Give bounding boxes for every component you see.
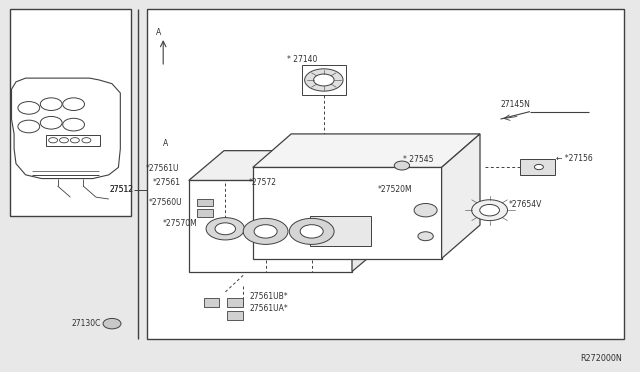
Circle shape (63, 98, 84, 110)
Circle shape (60, 138, 68, 143)
Text: *27520M: *27520M (378, 185, 412, 194)
Text: * 27140: * 27140 (287, 55, 317, 64)
Circle shape (18, 120, 40, 133)
Circle shape (40, 116, 62, 129)
Text: 27512: 27512 (109, 185, 133, 194)
Bar (189, 180, 352, 272)
Circle shape (70, 138, 79, 143)
Circle shape (394, 161, 410, 170)
Text: ← *27156: ← *27156 (556, 154, 592, 163)
Bar (197, 199, 213, 206)
Text: A: A (163, 139, 168, 148)
Circle shape (63, 118, 84, 131)
Text: R272000N: R272000N (580, 354, 622, 363)
Text: 27561UA*: 27561UA* (250, 304, 289, 313)
Circle shape (103, 318, 121, 329)
Circle shape (243, 218, 288, 244)
Circle shape (314, 74, 334, 86)
Circle shape (472, 200, 508, 221)
Polygon shape (442, 134, 480, 259)
Bar (310, 216, 371, 246)
Text: *27560U: *27560U (148, 198, 182, 207)
Circle shape (215, 223, 236, 235)
Text: 27130C: 27130C (72, 319, 101, 328)
Text: *27570M: *27570M (163, 219, 197, 228)
Text: *27561: *27561 (152, 178, 180, 187)
Circle shape (534, 164, 543, 170)
Text: *27561U: *27561U (146, 164, 179, 173)
Text: * 27545: * 27545 (403, 155, 434, 164)
Circle shape (480, 205, 499, 216)
Polygon shape (352, 151, 387, 272)
Text: A: A (156, 28, 161, 37)
Circle shape (206, 218, 244, 240)
Text: 27512: 27512 (109, 185, 133, 194)
Bar (10, 9, 131, 216)
Text: *27654V: *27654V (509, 200, 542, 209)
Circle shape (18, 102, 40, 114)
Bar (147, 9, 624, 339)
Circle shape (40, 98, 62, 110)
Circle shape (414, 203, 437, 217)
Circle shape (82, 138, 91, 143)
Text: 27561UB*: 27561UB* (250, 292, 288, 301)
Circle shape (305, 69, 343, 91)
Bar (227, 298, 243, 307)
Bar (204, 298, 219, 307)
Circle shape (254, 225, 277, 238)
Polygon shape (253, 134, 480, 167)
Bar (302, 65, 346, 95)
Bar (520, 159, 555, 175)
Bar (227, 311, 243, 320)
Circle shape (289, 218, 334, 244)
Polygon shape (189, 151, 387, 180)
Circle shape (418, 232, 433, 241)
Text: *27572: *27572 (248, 178, 276, 187)
Bar (253, 167, 442, 259)
Circle shape (49, 138, 58, 143)
Bar (197, 209, 213, 217)
Bar (46, 135, 100, 146)
Polygon shape (12, 78, 120, 179)
Circle shape (300, 225, 323, 238)
Text: 27145N: 27145N (500, 100, 531, 109)
